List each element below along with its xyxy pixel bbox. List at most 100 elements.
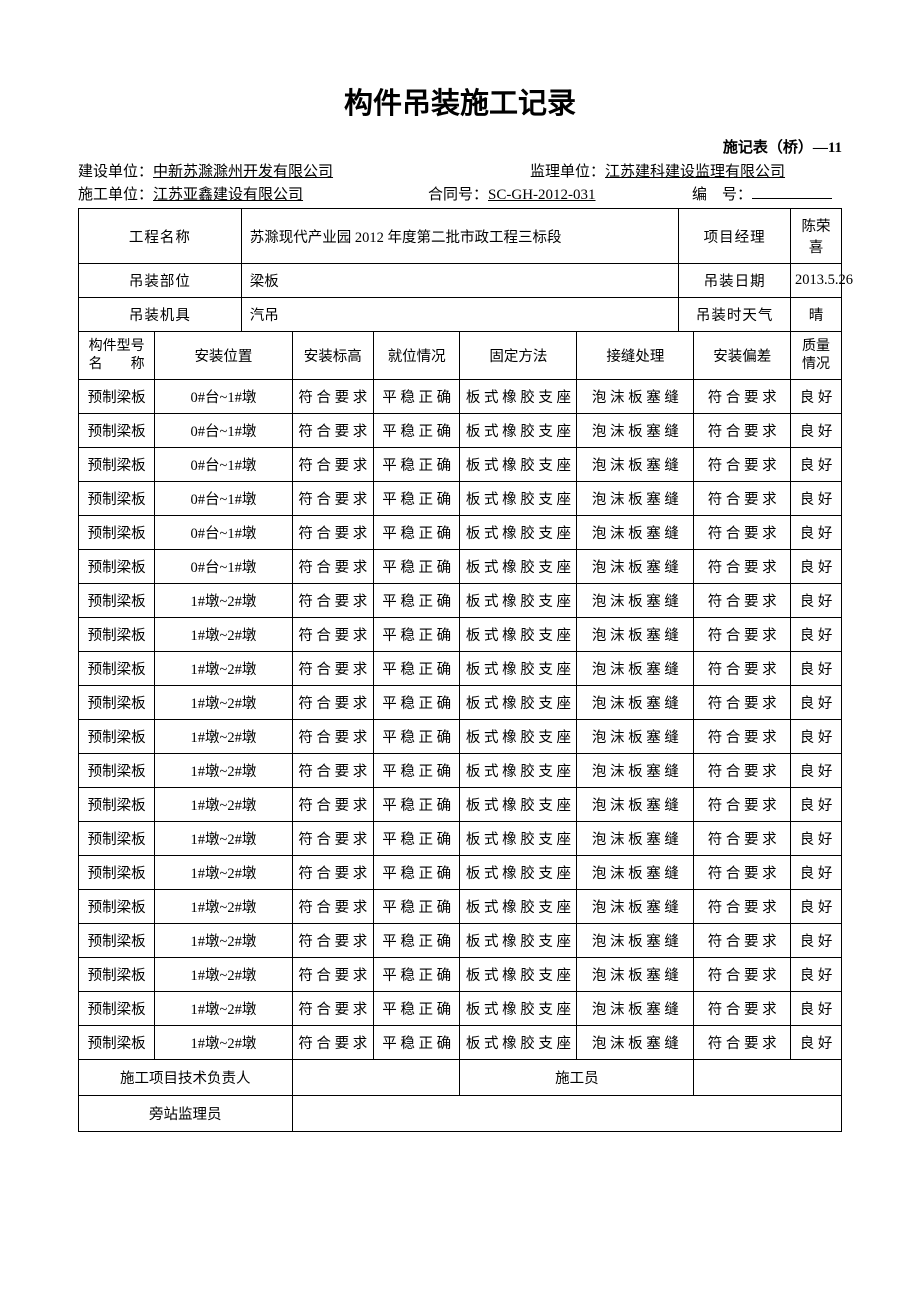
cell-fixing: 板 式 橡 胶 支 座: [460, 992, 577, 1026]
cell-seating: 平 稳 正 确: [373, 890, 459, 924]
cell-joint: 泡 沫 板 塞 缝: [577, 992, 694, 1026]
table-row: 预制梁板1#墩~2#墩符 合 要 求平 稳 正 确板 式 橡 胶 支 座泡 沫 …: [79, 652, 842, 686]
cell-component: 预制梁板: [79, 788, 155, 822]
cell-component: 预制梁板: [79, 754, 155, 788]
cell-position: 1#墩~2#墩: [155, 822, 292, 856]
meta-line-2: 施工单位：江苏亚鑫建设有限公司 合同号：SC-GH-2012-031 编 号：: [78, 184, 842, 207]
cell-joint: 泡 沫 板 塞 缝: [577, 448, 694, 482]
position-label: 吊装部位: [79, 264, 242, 298]
cell-fixing: 板 式 橡 胶 支 座: [460, 958, 577, 992]
cell-joint: 泡 沫 板 塞 缝: [577, 380, 694, 414]
table-row: 预制梁板0#台~1#墩符 合 要 求平 稳 正 确板 式 橡 胶 支 座泡 沫 …: [79, 380, 842, 414]
cell-component: 预制梁板: [79, 482, 155, 516]
cell-deviation: 符 合 要 求: [694, 720, 791, 754]
cell-component: 预制梁板: [79, 652, 155, 686]
cell-quality: 良 好: [791, 1026, 842, 1060]
cell-quality: 良 好: [791, 618, 842, 652]
cell-seating: 平 稳 正 确: [373, 992, 459, 1026]
project-name-label: 工程名称: [79, 209, 242, 264]
cell-joint: 泡 沫 板 塞 缝: [577, 686, 694, 720]
cell-position: 1#墩~2#墩: [155, 890, 292, 924]
cell-fixing: 板 式 橡 胶 支 座: [460, 550, 577, 584]
cell-joint: 泡 沫 板 塞 缝: [577, 414, 694, 448]
cell-seating: 平 稳 正 确: [373, 788, 459, 822]
cell-deviation: 符 合 要 求: [694, 754, 791, 788]
cell-seating: 平 稳 正 确: [373, 550, 459, 584]
cell-position: 0#台~1#墩: [155, 550, 292, 584]
pm-label: 项目经理: [679, 209, 791, 264]
cell-seating: 平 稳 正 确: [373, 482, 459, 516]
weather-label: 吊装时天气: [679, 298, 791, 332]
cell-deviation: 符 合 要 求: [694, 686, 791, 720]
serial-blank: [752, 184, 832, 199]
cell-component: 预制梁板: [79, 448, 155, 482]
table-row: 预制梁板1#墩~2#墩符 合 要 求平 稳 正 确板 式 橡 胶 支 座泡 沫 …: [79, 958, 842, 992]
col-position: 安装位置: [155, 332, 292, 380]
table-row: 预制梁板0#台~1#墩符 合 要 求平 稳 正 确板 式 橡 胶 支 座泡 沫 …: [79, 550, 842, 584]
cell-deviation: 符 合 要 求: [694, 992, 791, 1026]
record-table: 工程名称苏滁现代产业园 2012 年度第二批市政工程三标段项目经理陈荣喜吊装部位…: [78, 208, 842, 1132]
cell-joint: 泡 沫 板 塞 缝: [577, 652, 694, 686]
cell-position: 0#台~1#墩: [155, 414, 292, 448]
cell-fixing: 板 式 橡 胶 支 座: [460, 754, 577, 788]
cell-quality: 良 好: [791, 958, 842, 992]
cell-position: 0#台~1#墩: [155, 380, 292, 414]
cell-position: 1#墩~2#墩: [155, 754, 292, 788]
cell-joint: 泡 沫 板 塞 缝: [577, 516, 694, 550]
cell-position: 0#台~1#墩: [155, 448, 292, 482]
cell-elevation: 符 合 要 求: [292, 890, 373, 924]
cell-quality: 良 好: [791, 482, 842, 516]
cell-elevation: 符 合 要 求: [292, 788, 373, 822]
cell-joint: 泡 沫 板 塞 缝: [577, 482, 694, 516]
cell-component: 预制梁板: [79, 584, 155, 618]
cell-fixing: 板 式 橡 胶 支 座: [460, 1026, 577, 1060]
cell-elevation: 符 合 要 求: [292, 958, 373, 992]
cell-quality: 良 好: [791, 550, 842, 584]
equip-label: 吊装机具: [79, 298, 242, 332]
table-row: 预制梁板1#墩~2#墩符 合 要 求平 稳 正 确板 式 橡 胶 支 座泡 沫 …: [79, 822, 842, 856]
cell-component: 预制梁板: [79, 1026, 155, 1060]
supervise-unit-value: 江苏建科建设监理有限公司: [605, 164, 785, 180]
cell-elevation: 符 合 要 求: [292, 618, 373, 652]
col-joint: 接缝处理: [577, 332, 694, 380]
cell-quality: 良 好: [791, 822, 842, 856]
build-unit-label: 建设单位：: [78, 164, 153, 180]
cell-seating: 平 稳 正 确: [373, 822, 459, 856]
cell-fixing: 板 式 橡 胶 支 座: [460, 822, 577, 856]
table-row: 预制梁板1#墩~2#墩符 合 要 求平 稳 正 确板 式 橡 胶 支 座泡 沫 …: [79, 856, 842, 890]
cell-elevation: 符 合 要 求: [292, 516, 373, 550]
cell-quality: 良 好: [791, 584, 842, 618]
pm-value: 陈荣喜: [791, 209, 842, 264]
cell-quality: 良 好: [791, 516, 842, 550]
cell-elevation: 符 合 要 求: [292, 720, 373, 754]
cell-elevation: 符 合 要 求: [292, 584, 373, 618]
table-row: 预制梁板1#墩~2#墩符 合 要 求平 稳 正 确板 式 橡 胶 支 座泡 沫 …: [79, 924, 842, 958]
cell-joint: 泡 沫 板 塞 缝: [577, 1026, 694, 1060]
cell-deviation: 符 合 要 求: [694, 788, 791, 822]
cell-fixing: 板 式 橡 胶 支 座: [460, 890, 577, 924]
cell-elevation: 符 合 要 求: [292, 550, 373, 584]
table-row: 预制梁板1#墩~2#墩符 合 要 求平 稳 正 确板 式 橡 胶 支 座泡 沫 …: [79, 788, 842, 822]
cell-quality: 良 好: [791, 856, 842, 890]
cell-seating: 平 稳 正 确: [373, 754, 459, 788]
cell-fixing: 板 式 橡 胶 支 座: [460, 448, 577, 482]
serial-label: 编 号：: [692, 187, 752, 203]
cell-fixing: 板 式 橡 胶 支 座: [460, 482, 577, 516]
table-row: 预制梁板0#台~1#墩符 合 要 求平 稳 正 确板 式 橡 胶 支 座泡 沫 …: [79, 482, 842, 516]
cell-elevation: 符 合 要 求: [292, 822, 373, 856]
cell-fixing: 板 式 橡 胶 支 座: [460, 380, 577, 414]
cell-position: 0#台~1#墩: [155, 482, 292, 516]
cell-component: 预制梁板: [79, 720, 155, 754]
cell-elevation: 符 合 要 求: [292, 686, 373, 720]
cell-elevation: 符 合 要 求: [292, 414, 373, 448]
cell-joint: 泡 沫 板 塞 缝: [577, 924, 694, 958]
weather-value: 晴: [791, 298, 842, 332]
cell-quality: 良 好: [791, 652, 842, 686]
cell-deviation: 符 合 要 求: [694, 924, 791, 958]
cell-component: 预制梁板: [79, 686, 155, 720]
cell-elevation: 符 合 要 求: [292, 482, 373, 516]
cell-position: 1#墩~2#墩: [155, 992, 292, 1026]
equip-value: 汽吊: [241, 298, 678, 332]
table-row: 预制梁板1#墩~2#墩符 合 要 求平 稳 正 确板 式 橡 胶 支 座泡 沫 …: [79, 720, 842, 754]
sign-tech-leader-value: [292, 1060, 460, 1096]
